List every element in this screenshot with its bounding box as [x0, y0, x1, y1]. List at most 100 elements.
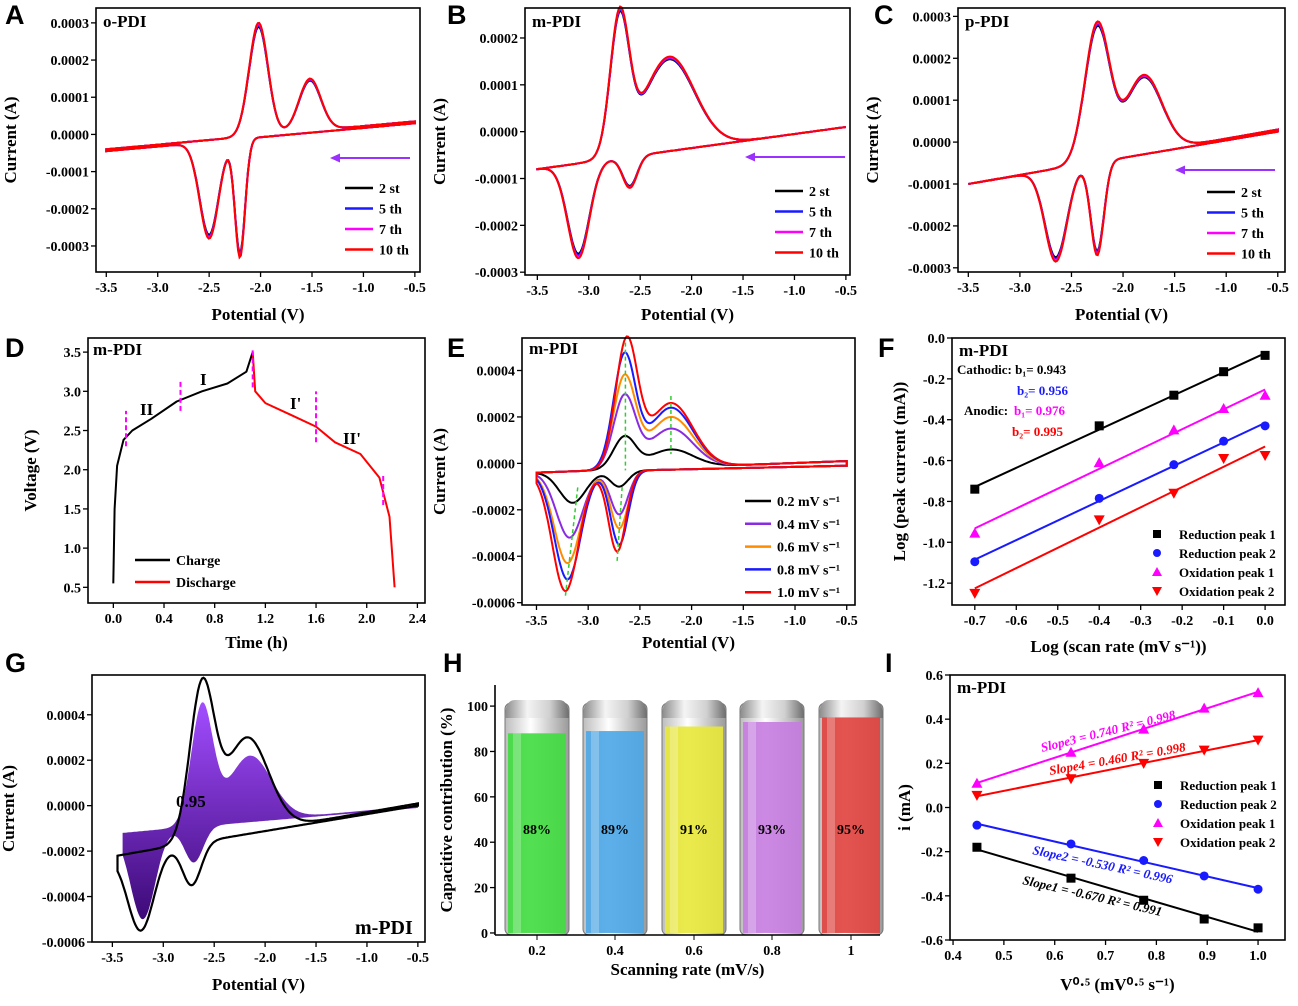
y-tick-label: -0.8: [923, 495, 945, 510]
stage-label: I: [200, 370, 207, 389]
x-tick-label: 1.6: [307, 612, 325, 627]
y-tick-label: -1.2: [923, 577, 945, 592]
marker-circle: [1094, 493, 1104, 503]
value-label: 91%: [680, 823, 708, 838]
marker-triangle-down: [969, 588, 981, 599]
battery-bar: 93%: [739, 700, 805, 936]
arrow-head-icon: [330, 153, 340, 163]
y-tick-label: 2.0: [64, 464, 82, 479]
panel-title: m-PDI: [959, 341, 1008, 360]
y-tick-label: 0.0001: [51, 91, 90, 106]
panel-letter: B: [447, 0, 467, 30]
x-tick-label: 0.2: [528, 944, 546, 959]
legend-label: 5 th: [379, 203, 402, 218]
x-tick-label: -0.4: [1088, 614, 1110, 629]
capacitive-area: [122, 702, 418, 920]
x-tick-label: -1.5: [732, 284, 754, 299]
legend-label: 7 th: [809, 226, 832, 241]
marker-triangle-up: [1218, 402, 1230, 413]
panel-letter: G: [5, 648, 26, 678]
marker-triangle-up: [1153, 818, 1163, 827]
x-tick-label: -3.5: [95, 281, 117, 296]
x-axis-label: Potential (V): [1075, 305, 1168, 324]
panel-letter: I: [885, 648, 893, 678]
marker-triangle-up: [1093, 457, 1105, 468]
annotation-anodic: Anodic:: [964, 403, 1008, 418]
fit-line: [974, 445, 1266, 590]
x-tick-label: -1.0: [783, 284, 805, 299]
x-tick-label: -3.0: [147, 281, 169, 296]
capacitive-fill: [586, 731, 644, 933]
panel-letter: C: [874, 0, 894, 30]
x-tick-label: -3.5: [526, 284, 548, 299]
marker-square: [1154, 781, 1162, 789]
plot-frame: [91, 674, 426, 943]
y-tick-label: 0.0001: [913, 94, 952, 109]
marker-circle: [1066, 839, 1076, 849]
y-tick-label: 0.4: [926, 713, 944, 728]
x-tick-label: 2.4: [409, 612, 427, 627]
y-tick-label: 0.5: [64, 581, 82, 596]
marker-square: [1066, 873, 1076, 883]
x-tick-label: 1.0: [1249, 949, 1267, 964]
capacitive-fraction-label: 0.95: [176, 792, 206, 811]
y-tick-label: 100: [467, 700, 488, 715]
x-tick-label: -0.5: [836, 614, 858, 629]
x-tick-label: -2.5: [629, 614, 651, 629]
x-tick-label: -2.5: [203, 951, 225, 966]
panel-title: m-PDI: [957, 678, 1006, 697]
marker-square: [1139, 895, 1149, 905]
plot-frame: [95, 7, 421, 273]
x-axis-label: Scanning rate (mV/s): [611, 960, 765, 979]
value-label: 88%: [523, 823, 551, 838]
y-tick-label: 0.0002: [913, 52, 952, 67]
cv-curve: [105, 25, 416, 256]
y-tick-label: 0.0003: [913, 10, 952, 25]
x-tick-label: 0.6: [685, 944, 703, 959]
cv-curve: [105, 21, 416, 260]
y-tick-label: 0.0002: [51, 54, 90, 69]
x-tick-label: 0.8: [206, 612, 224, 627]
y-axis-label: Log (peak current (mA)): [890, 382, 909, 562]
x-tick-label: 0.4: [155, 612, 173, 627]
marker-circle: [970, 557, 980, 567]
marker-triangle-up: [1065, 746, 1077, 757]
legend-label: 10 th: [379, 244, 409, 259]
y-tick-label: -0.0003: [475, 266, 518, 281]
legend-label: 7 th: [1241, 227, 1264, 242]
x-tick-label: 0.7: [1097, 949, 1115, 964]
x-axis-label: Time (h): [225, 633, 288, 652]
panel-title: m-PDI: [355, 917, 413, 939]
x-tick-label: -2.0: [681, 284, 703, 299]
marker-triangle-down: [971, 790, 983, 801]
voltage-curve-charge: [112, 351, 254, 584]
x-axis-label: Potential (V): [642, 633, 735, 652]
panel-letter: E: [447, 333, 465, 363]
marker-triangle-up: [1252, 687, 1264, 698]
x-tick-label: 0.4: [606, 944, 624, 959]
y-tick-label: 0.0004: [477, 365, 516, 380]
capacitive-fill: [508, 733, 566, 933]
voltage-curve-discharge: [251, 352, 396, 588]
y-axis-label: Current (A): [430, 428, 449, 515]
y-tick-label: 0.0004: [47, 709, 86, 724]
y-tick-label: 3.0: [64, 385, 82, 400]
peak-shift-guide: [564, 486, 579, 596]
x-tick-label: -2.0: [254, 951, 276, 966]
marker-circle: [1154, 800, 1162, 808]
x-tick-label: 0.8: [763, 944, 781, 959]
y-tick-label: 0.0001: [480, 79, 519, 94]
battery-cap: [819, 700, 883, 718]
legend-label: 2 st: [809, 185, 830, 200]
panel-h: H 0 20 40 60 80 100 Scanning rate (mV/s) Capacit…: [437, 648, 884, 979]
legend-label: 0.4 mV s⁻¹: [777, 518, 840, 533]
y-tick-label: -0.0002: [908, 220, 951, 235]
x-tick-label: 0.4: [944, 949, 962, 964]
y-tick-label: 0.6: [926, 669, 944, 684]
marker-circle: [972, 820, 982, 830]
x-axis-label: Log (scan rate (mV s⁻¹)): [1030, 637, 1206, 656]
y-tick-label: 0.2: [926, 757, 944, 772]
y-axis-label: i (mA): [895, 784, 914, 831]
arrow-head-icon: [745, 152, 755, 162]
